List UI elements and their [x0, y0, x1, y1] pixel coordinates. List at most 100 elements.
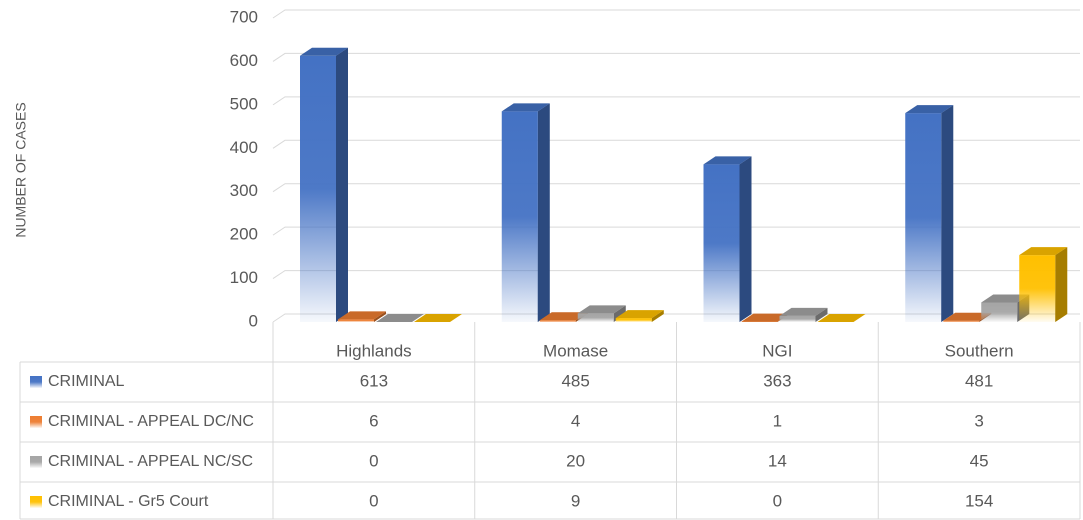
bar-top-shade	[817, 314, 866, 322]
legend-swatch	[30, 376, 42, 388]
bar-side	[336, 47, 348, 322]
bar-top-shade	[981, 294, 1030, 303]
bar-side-shade	[815, 307, 828, 322]
bar-top	[741, 313, 790, 322]
bar-top-shade	[943, 312, 992, 321]
bar-top-shade	[501, 103, 550, 112]
bar-side-shade	[537, 103, 550, 322]
bar-top-shade	[300, 47, 348, 56]
bar-top	[615, 310, 664, 319]
grid-line	[272, 52, 1080, 62]
legend-swatch	[30, 456, 42, 468]
y-tick-label: 700	[230, 7, 258, 26]
table-value: 0	[773, 491, 782, 510]
table-value: 4	[571, 411, 580, 430]
bar-top-shade	[539, 312, 588, 321]
legend-label: CRIMINAL - Gr5 Court	[48, 493, 209, 510]
bar	[943, 320, 980, 322]
bar-top	[817, 314, 866, 322]
table-value: 0	[369, 451, 378, 470]
grid-line	[272, 9, 1080, 19]
bar-top-shade	[741, 313, 790, 322]
bar-top	[981, 294, 1030, 303]
y-tick-label: 200	[230, 225, 258, 244]
bar-top	[300, 47, 348, 56]
legend-swatch	[30, 496, 42, 508]
bar-top-shade	[338, 311, 386, 320]
bar-top	[703, 156, 752, 165]
legend-label: CRIMINAL	[48, 373, 125, 390]
bar-side-shade	[739, 156, 752, 322]
bar-side	[374, 311, 386, 322]
bar-top	[414, 314, 462, 322]
bar-top	[943, 312, 992, 321]
bar-top	[1019, 247, 1068, 256]
bar-top	[338, 311, 386, 320]
table-value: 9	[571, 491, 580, 510]
bar	[779, 315, 816, 322]
bar-side	[537, 103, 550, 322]
x-tick-label: Southern	[945, 341, 1014, 360]
bar-side-shade	[651, 310, 664, 322]
y-tick-label: 400	[230, 138, 258, 157]
bar-side	[941, 105, 954, 322]
grid-line	[272, 139, 1080, 149]
bar-top-shade	[414, 314, 462, 322]
x-tick-label: Momase	[543, 341, 608, 360]
table-value: 20	[566, 451, 585, 470]
bar-side	[739, 156, 752, 322]
bar	[905, 113, 942, 322]
grid-line	[272, 270, 1080, 279]
bar-top	[905, 105, 954, 114]
bar-side	[651, 310, 664, 322]
bar-top-shade	[615, 310, 664, 319]
bar-top-shade	[376, 314, 424, 322]
grid-line	[272, 226, 1080, 236]
grid-line	[272, 96, 1080, 106]
table-value: 485	[561, 371, 589, 390]
y-tick-label: 300	[230, 181, 258, 200]
bar-top	[577, 305, 626, 314]
bar	[1019, 255, 1056, 322]
bar-top-shade	[703, 156, 752, 165]
table-value: 3	[974, 411, 983, 430]
table-value: 481	[965, 371, 993, 390]
bar	[539, 320, 576, 322]
bar-side-shade	[941, 105, 954, 322]
bar-top-shade	[905, 105, 954, 114]
bar-side	[1055, 247, 1068, 322]
bar	[577, 313, 614, 322]
grid-line	[272, 183, 1080, 193]
bar-side-shade	[1055, 247, 1068, 322]
bar	[300, 55, 336, 322]
y-tick-label: 600	[230, 51, 258, 70]
bar-top	[539, 312, 588, 321]
y-tick-label: 100	[230, 268, 258, 287]
bar-side-shade	[374, 311, 386, 322]
table-value: 613	[360, 371, 388, 390]
bar	[981, 302, 1018, 322]
bar-top-shade	[1019, 247, 1068, 256]
bar	[615, 318, 652, 322]
bar-top	[779, 307, 828, 316]
bar-side	[815, 307, 828, 322]
bar-side-shade	[336, 47, 348, 322]
legend-label: CRIMINAL - APPEAL DC/NC	[48, 413, 254, 430]
bar	[338, 319, 374, 322]
bar-top	[501, 103, 550, 112]
bar	[501, 111, 538, 322]
table-value: 14	[768, 451, 787, 470]
bar-top-shade	[779, 307, 828, 316]
x-tick-label: Highlands	[336, 341, 412, 360]
y-axis-label: NUMBER OF CASES	[13, 102, 29, 237]
y-tick-label: 500	[230, 94, 258, 113]
legend-swatch	[30, 416, 42, 428]
legend-label: CRIMINAL - APPEAL NC/SC	[48, 453, 253, 470]
table-value: 0	[369, 491, 378, 510]
x-tick-label: NGI	[762, 341, 792, 360]
table-value: 363	[763, 371, 791, 390]
table-value: 154	[965, 491, 993, 510]
table-value: 1	[773, 411, 782, 430]
y-tick-label: 0	[249, 311, 258, 330]
